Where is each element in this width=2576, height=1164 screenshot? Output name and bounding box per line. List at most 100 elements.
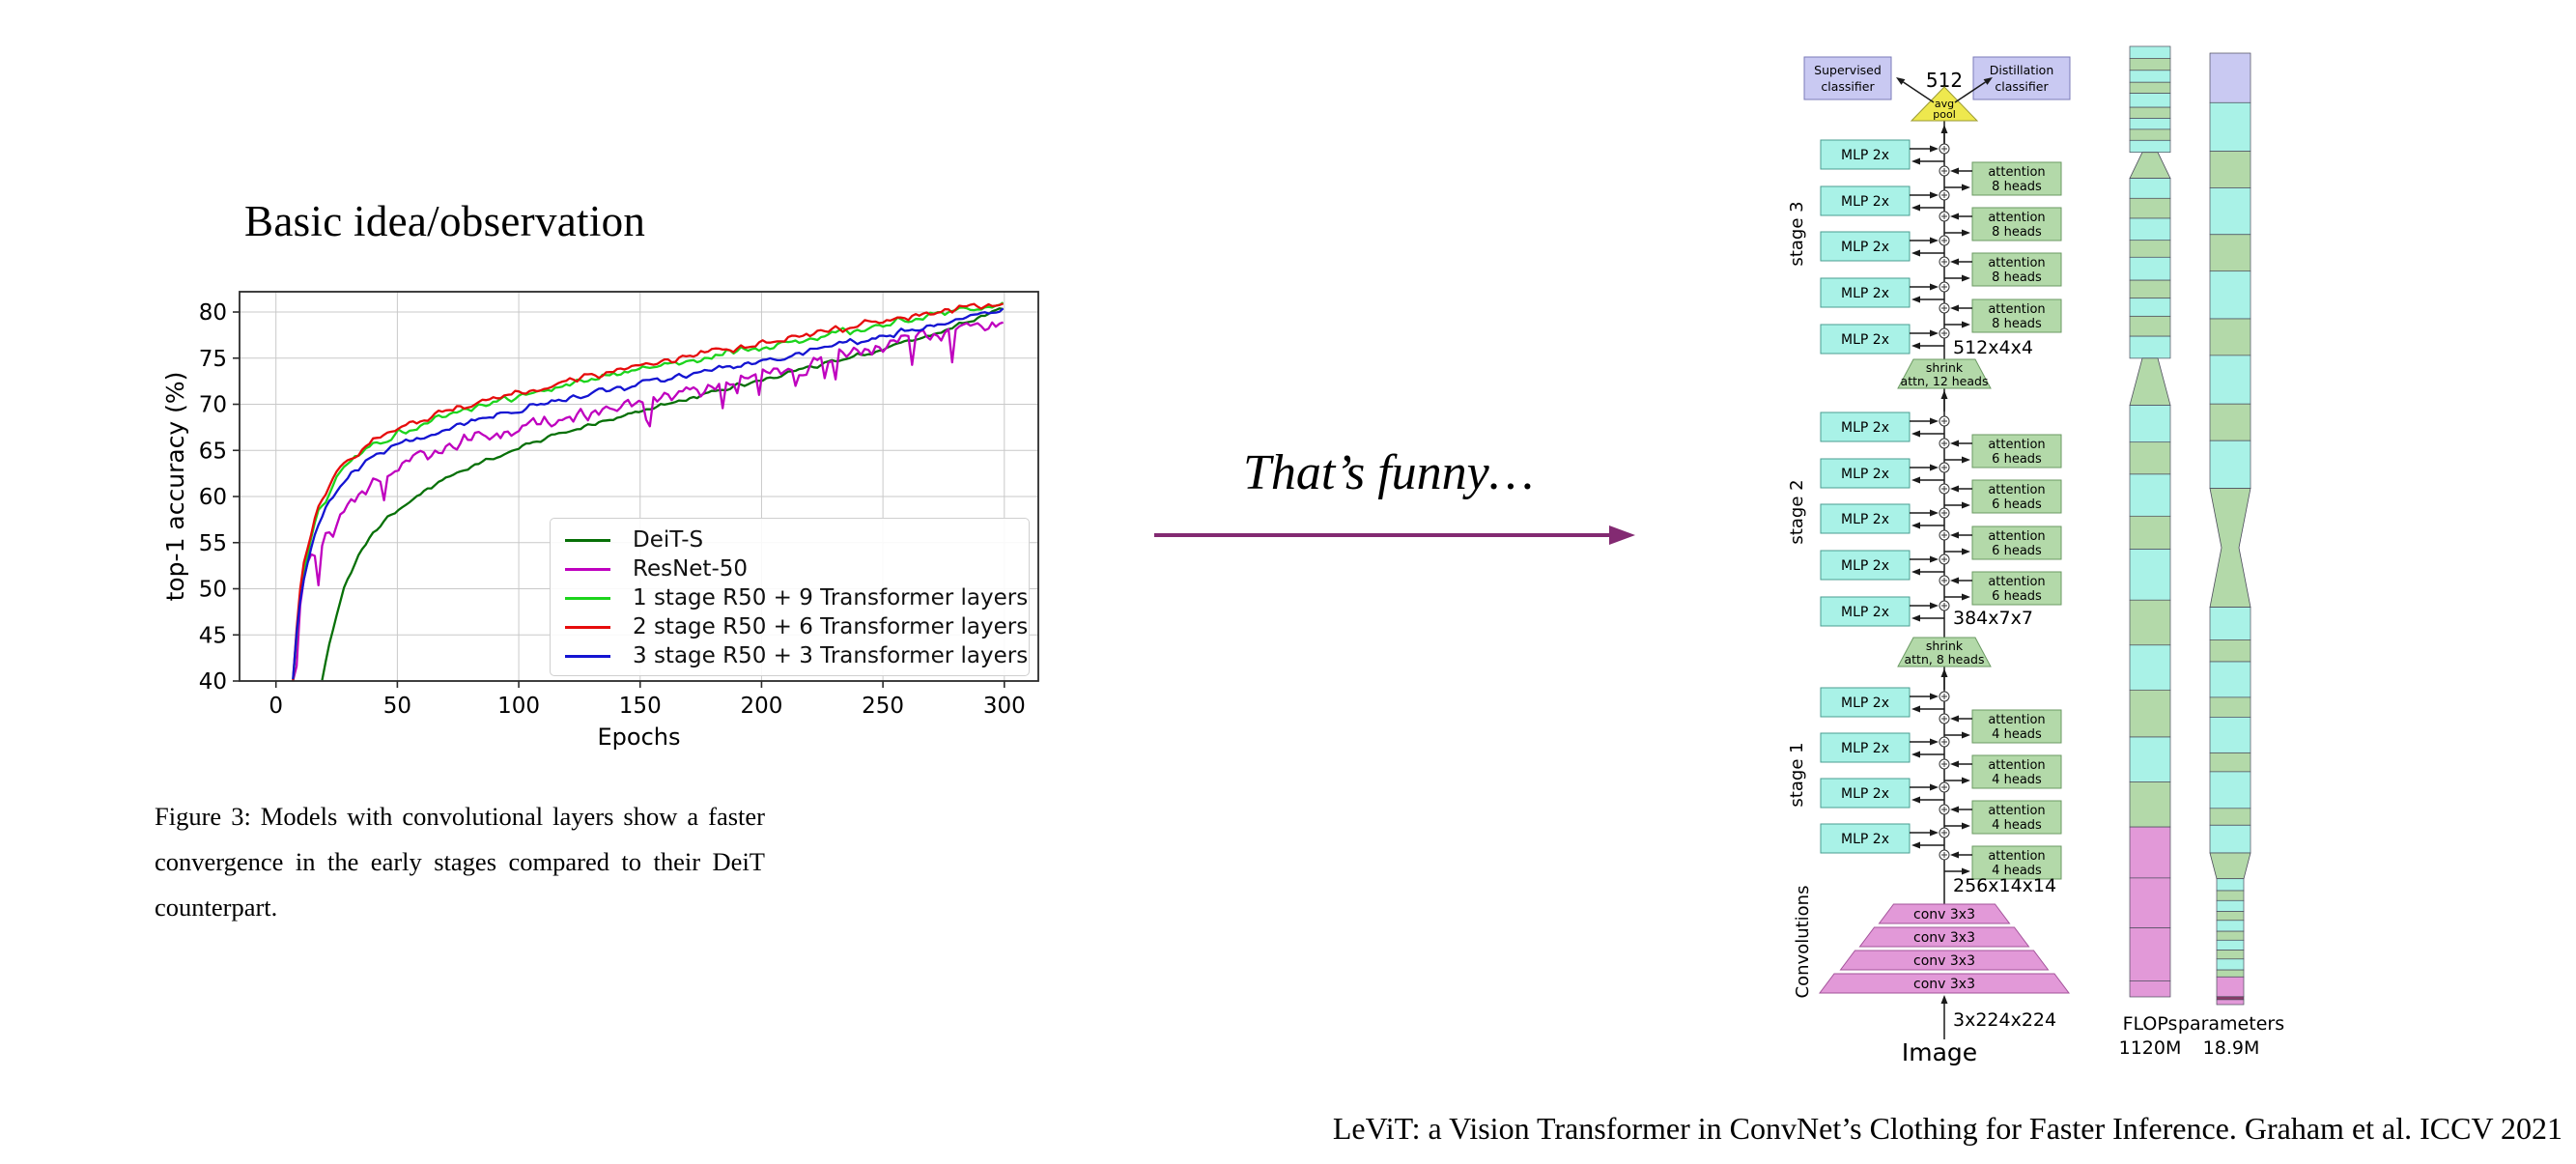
series-line	[292, 321, 1004, 681]
svg-text:attention: attention	[1988, 804, 2045, 818]
figure-caption: Figure 3: Models with convolutional laye…	[155, 794, 765, 930]
mlp-block: MLP 2x	[1820, 732, 1911, 763]
mlp-block: MLP 2x	[1820, 687, 1911, 718]
parameters-title: parameters	[2178, 1013, 2284, 1035]
svg-text:MLP 2x: MLP 2x	[1841, 832, 1889, 847]
stage-label: stage 2	[1787, 479, 1807, 544]
x-tick-label: 0	[269, 694, 283, 719]
legend-swatch	[565, 654, 610, 658]
flops-bar	[2129, 45, 2171, 998]
legend-item: DeiT-S	[565, 525, 1029, 554]
y-tick-label: 75	[199, 347, 227, 372]
mlp-block: MLP 2x	[1820, 778, 1911, 809]
svg-text:MLP 2x: MLP 2x	[1841, 558, 1889, 574]
legend-item: 2 stage R50 + 6 Transformer layers	[565, 612, 1029, 641]
svg-text:6 heads: 6 heads	[1992, 544, 2042, 558]
svg-text:conv 3x3: conv 3x3	[1913, 907, 1975, 923]
legend-swatch	[565, 625, 610, 629]
legend-item: 1 stage R50 + 9 Transformer layers	[565, 583, 1029, 612]
series-line	[292, 302, 1005, 681]
mlp-block: MLP 2x	[1820, 823, 1911, 854]
svg-text:MLP 2x: MLP 2x	[1841, 332, 1889, 348]
conv-block: conv 3x3	[1858, 926, 2030, 948]
input-size-label: 3x224x224	[1953, 1009, 2056, 1031]
legend-label: 3 stage R50 + 3 Transformer layers	[633, 643, 1029, 668]
svg-text:MLP 2x: MLP 2x	[1841, 194, 1889, 210]
svg-text:6 heads: 6 heads	[1992, 497, 2042, 512]
svg-text:attention: attention	[1988, 302, 2045, 317]
svg-text:Supervised: Supervised	[1814, 63, 1882, 77]
svg-text:MLP 2x: MLP 2x	[1841, 148, 1889, 163]
svg-text:MLP 2x: MLP 2x	[1841, 286, 1889, 301]
chart-svg: 40 45 50 55 60 65 70 75 80 0 50 100 150 200 250 300 Epoc…	[161, 291, 1039, 751]
svg-text:Distillation: Distillation	[1990, 63, 2054, 77]
svg-text:conv 3x3: conv 3x3	[1913, 930, 1975, 946]
y-tick-label: 65	[199, 439, 227, 464]
mlp-block: MLP 2x	[1820, 503, 1911, 534]
svg-text:pool: pool	[1933, 108, 1956, 121]
plot-frame	[239, 291, 1039, 682]
svg-text:MLP 2x: MLP 2x	[1841, 240, 1889, 255]
x-tick-label: 100	[497, 694, 540, 719]
svg-text:conv 3x3: conv 3x3	[1913, 953, 1975, 969]
x-axis-label: Epochs	[598, 724, 681, 751]
legend-label: ResNet-50	[633, 556, 749, 582]
svg-text:4 heads: 4 heads	[1992, 864, 2042, 878]
svg-text:avg: avg	[1935, 98, 1954, 110]
x-tick-label: 150	[619, 694, 662, 719]
svg-text:4 heads: 4 heads	[1992, 818, 2042, 833]
svg-text:MLP 2x: MLP 2x	[1841, 696, 1889, 711]
y-tick-label: 55	[199, 531, 227, 556]
svg-text:attention: attention	[1988, 211, 2045, 225]
arrow-svg	[1154, 525, 1635, 545]
legend-label: 2 stage R50 + 6 Transformer layers	[633, 614, 1029, 639]
svg-text:4 heads: 4 heads	[1992, 727, 2042, 742]
legend-item: 3 stage R50 + 3 Transformer layers	[565, 641, 1029, 670]
svg-text:shrink: shrink	[1926, 360, 1964, 375]
chart-legend: DeiT-S ResNet-50 1 stage R50 + 9 Transform…	[550, 518, 1030, 676]
stage-label: stage 3	[1787, 201, 1807, 266]
flops-value: 1120M	[2119, 1037, 2182, 1059]
mlp-block: MLP 2x	[1820, 458, 1911, 489]
svg-text:shrink: shrink	[1926, 639, 1964, 653]
conv-block: conv 3x3	[1819, 973, 2070, 994]
svg-text:attention: attention	[1988, 529, 2045, 544]
svg-text:MLP 2x: MLP 2x	[1841, 786, 1889, 802]
x-tick-label: 200	[740, 694, 782, 719]
svg-text:8 heads: 8 heads	[1992, 270, 2042, 285]
svg-text:attn, 12 heads: attn, 12 heads	[1901, 374, 1989, 388]
levit-architecture-diagram: Supervised classifier Distillation classifi…	[1787, 29, 2337, 1082]
y-tick-label: 60	[199, 485, 227, 510]
paper-citation: LeViT: a Vision Transformer in ConvNet’s…	[1332, 1111, 2562, 1146]
y-tick-label: 40	[199, 669, 227, 695]
mlp-block: MLP 2x	[1820, 324, 1911, 355]
x-tick-label: 300	[983, 694, 1026, 719]
feature-size-label: 512x4x4	[1953, 337, 2033, 358]
mlp-block: MLP 2x	[1820, 412, 1911, 442]
mlp-block: MLP 2x	[1820, 231, 1911, 262]
distillation-classifier-box: Distillation classifier	[1972, 56, 2071, 100]
y-axis-label: top-1 accuracy (%)	[161, 372, 189, 602]
svg-text:attention: attention	[1988, 165, 2045, 180]
svg-text:MLP 2x: MLP 2x	[1841, 467, 1889, 482]
legend-swatch	[565, 596, 610, 600]
svg-text:classifier: classifier	[1821, 79, 1875, 94]
series-line	[292, 301, 1005, 681]
mlp-block: MLP 2x	[1820, 596, 1911, 627]
y-tick-label: 80	[199, 300, 227, 326]
svg-text:attention: attention	[1988, 849, 2045, 864]
arrow-head-icon	[1609, 525, 1635, 545]
caption-line: Figure 3: Models with convolutional laye…	[155, 802, 765, 831]
slide-title: Basic idea/observation	[244, 197, 646, 245]
